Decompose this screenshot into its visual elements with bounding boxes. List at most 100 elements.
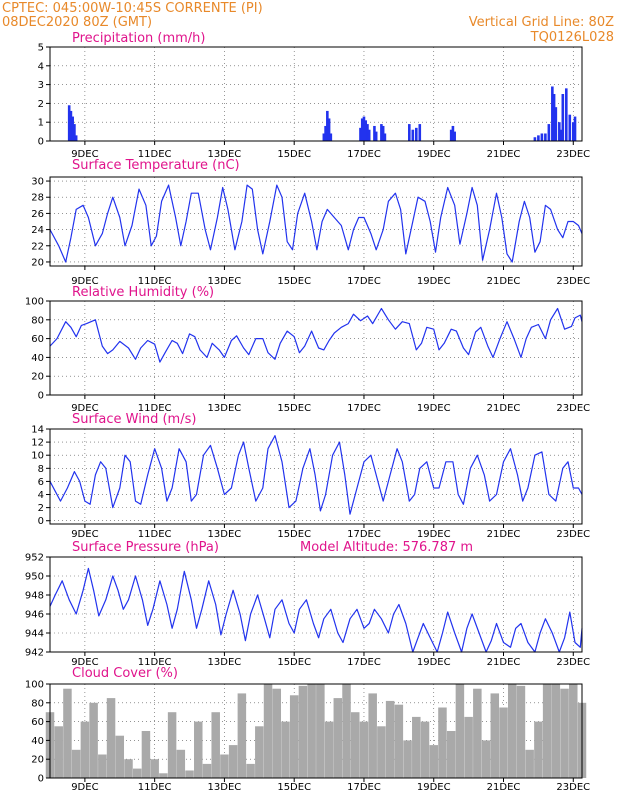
precip-bar xyxy=(411,129,415,141)
temp-xtick-label: 21DEC xyxy=(487,276,521,287)
cloud-bar xyxy=(473,688,482,778)
cloud-bar xyxy=(167,712,177,778)
precip-bar xyxy=(558,122,561,141)
precip-bar xyxy=(373,125,376,141)
temperature-panel: 20 22 24 26 28 30 9DEC 11DEC 13DEC 15DEC 17DEC 19DE… xyxy=(31,158,590,287)
precip-ytick-label: 4 xyxy=(38,61,44,72)
precip-xtick-label: 15DEC xyxy=(277,149,311,160)
cloud-bar xyxy=(194,721,203,778)
wind-ytick-label: 6 xyxy=(38,477,44,488)
cloud-bar xyxy=(368,693,377,778)
temp-xtick-label: 13DEC xyxy=(208,276,242,287)
cloud-ytick-label: 60 xyxy=(31,717,44,728)
pressure-xtick-label: 23DEC xyxy=(556,657,590,668)
humidity-panel: 0 20 40 60 80 100 9DEC 11DEC 13DEC 15DEC 17DEC 19DE… xyxy=(25,285,590,414)
cloud-bar xyxy=(211,712,220,778)
rh-xtick-label: 15DEC xyxy=(277,403,311,414)
cloud-bar xyxy=(80,721,90,778)
precip-xtick-label: 23DEC xyxy=(556,149,590,160)
wind-ytick-label: 12 xyxy=(31,438,44,449)
pressure-subtitle: Model Altitude: 576.787 m xyxy=(300,540,473,555)
precip-bar xyxy=(573,116,577,141)
cloud-xtick-label: 21DEC xyxy=(487,782,521,793)
pressure-title: Surface Pressure (hPa) xyxy=(72,540,219,555)
cloud-xtick-label: 11DEC xyxy=(138,782,172,793)
temp-xtick-label: 11DEC xyxy=(138,276,172,287)
rh-xtick-label: 13DEC xyxy=(208,403,242,414)
rh-ytick-label: 100 xyxy=(25,297,44,308)
cloud-bar xyxy=(359,721,369,778)
precip-bar xyxy=(381,125,385,141)
cloud-bar xyxy=(176,749,186,778)
pressure-xtick-label: 13DEC xyxy=(208,657,242,668)
rh-ytick-label: 0 xyxy=(38,391,44,402)
wind-ytick-label: 8 xyxy=(38,464,44,475)
wind-panel: 0 2 4 6 8 10 12 14 9DEC 11DEC 13DEC 15DEC 17DEC 19DEC… xyxy=(31,412,590,540)
pressure-xtick-label: 11DEC xyxy=(138,657,172,668)
cloud-bar xyxy=(246,763,255,778)
cloud-bar xyxy=(237,693,247,778)
precip-frame xyxy=(49,46,583,142)
wind-ytick-label: 4 xyxy=(38,490,44,501)
cloud-xtick-label: 13DEC xyxy=(208,782,242,793)
temp-xtick-label: 19DEC xyxy=(417,276,451,287)
pressure-xtick-label: 9DEC xyxy=(71,657,98,668)
precip-xtick-label: 9DEC xyxy=(71,149,98,160)
precip-bar xyxy=(362,116,366,141)
rh-xtick-label: 21DEC xyxy=(487,403,521,414)
cloud-bar xyxy=(464,716,473,778)
rh-xtick-label: 9DEC xyxy=(71,403,98,414)
precip-ytick-label: 0 xyxy=(38,137,44,148)
cloud-bar xyxy=(106,698,116,778)
cloud-bar xyxy=(525,749,534,778)
wind-ytick-label: 2 xyxy=(38,503,44,514)
precip-bar xyxy=(551,86,554,141)
precipitation-panel: 0 1 2 3 4 5 9DEC 11DEC 13DEC 15DEC 17DEC 19DEC 21DEC… xyxy=(38,31,591,160)
precip-xtick-label: 11DEC xyxy=(138,149,172,160)
cloud-bar xyxy=(54,726,63,778)
precip-bar xyxy=(359,127,362,141)
cloud-bar xyxy=(560,688,569,778)
precip-bar xyxy=(554,107,558,141)
temp-ytick-label: 24 xyxy=(31,225,44,236)
precip-bar xyxy=(383,133,387,141)
precip-bar xyxy=(326,110,329,141)
wind-series-line xyxy=(49,435,583,515)
temp-frame xyxy=(49,176,583,267)
pressure-panel: 942 944 946 948 950 952 9DEC 11DEC 13DEC 15DEC 17D… xyxy=(25,540,590,668)
precip-bar xyxy=(552,94,556,141)
pressure-ytick-label: 942 xyxy=(25,648,44,659)
pressure-xtick-label: 19DEC xyxy=(417,657,451,668)
cloud-bar xyxy=(438,707,447,778)
temp-xtick-label: 23DEC xyxy=(556,276,590,287)
cloud-bar xyxy=(98,754,107,778)
cloud-ytick-label: 0 xyxy=(38,774,44,785)
rh-xtick-label: 11DEC xyxy=(138,403,172,414)
precip-bar xyxy=(360,118,364,141)
precip-bar xyxy=(533,137,537,141)
precip-bar xyxy=(408,124,411,141)
precip-bar xyxy=(73,124,76,141)
header-run-time: 08DEC2020 80Z (GMT) xyxy=(2,15,152,30)
temp-ytick-label: 26 xyxy=(31,209,44,220)
wind-title: Surface Wind (m/s) xyxy=(72,412,196,427)
rh-ytick-label: 60 xyxy=(31,334,44,345)
precip-bar xyxy=(571,122,575,141)
cloud-bar xyxy=(255,726,264,778)
cloud-bar xyxy=(185,770,194,778)
cloud-bar xyxy=(481,740,491,778)
pressure-ytick-label: 952 xyxy=(25,553,44,564)
cloud-xtick-label: 19DEC xyxy=(417,782,451,793)
cloud-xtick-label: 17DEC xyxy=(347,782,381,793)
cloud-bar xyxy=(228,745,238,778)
cloud-bar xyxy=(316,684,325,778)
cloud-bar xyxy=(202,763,212,778)
precip-ytick-label: 1 xyxy=(38,118,44,129)
cloud-bar xyxy=(499,707,508,778)
wind-xtick-label: 23DEC xyxy=(556,529,590,540)
precip-bar xyxy=(540,133,544,141)
cloud-bar xyxy=(132,768,142,778)
cloud-bar xyxy=(394,704,404,778)
cloud-bar xyxy=(350,712,360,778)
cloud-bar xyxy=(551,684,561,778)
